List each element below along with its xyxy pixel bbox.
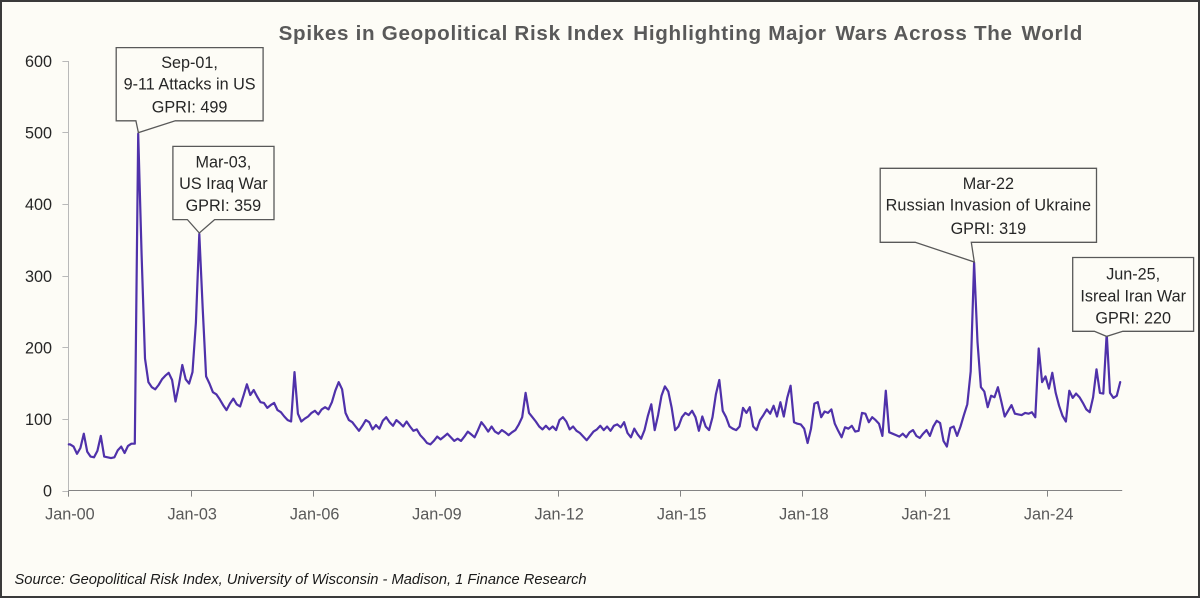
svg-text:US Iraq War: US Iraq War bbox=[179, 175, 268, 193]
svg-text:Spikes in Geopolitical Risk In: Spikes in Geopolitical Risk Index Highli… bbox=[279, 22, 1083, 45]
svg-text:Jan-09: Jan-09 bbox=[412, 506, 462, 524]
svg-text:Jan-21: Jan-21 bbox=[901, 506, 951, 524]
svg-text:Jan-18: Jan-18 bbox=[779, 506, 829, 524]
svg-text:Jan-06: Jan-06 bbox=[290, 506, 340, 524]
svg-text:Russian Invasion of Ukraine: Russian Invasion of Ukraine bbox=[886, 196, 1092, 214]
svg-text:600: 600 bbox=[25, 53, 52, 71]
svg-text:0: 0 bbox=[43, 483, 52, 501]
svg-text:Isreal Iran War: Isreal Iran War bbox=[1080, 288, 1186, 306]
svg-text:GPRI: 499: GPRI: 499 bbox=[152, 99, 228, 117]
svg-text:Sep-01,: Sep-01, bbox=[161, 54, 218, 72]
svg-text:400: 400 bbox=[25, 196, 52, 214]
svg-text:Jan-12: Jan-12 bbox=[534, 506, 584, 524]
svg-text:Mar-03,: Mar-03, bbox=[196, 154, 252, 172]
svg-text:GPRI: 359: GPRI: 359 bbox=[186, 197, 262, 215]
svg-text:GPRI: 319: GPRI: 319 bbox=[951, 220, 1027, 238]
svg-text:GPRI: 220: GPRI: 220 bbox=[1095, 310, 1171, 328]
svg-text:Mar-22: Mar-22 bbox=[963, 175, 1014, 193]
svg-text:500: 500 bbox=[25, 125, 52, 143]
svg-text:300: 300 bbox=[25, 268, 52, 286]
svg-text:Jan-00: Jan-00 bbox=[45, 506, 95, 524]
svg-text:200: 200 bbox=[25, 340, 52, 358]
svg-text:Jan-03: Jan-03 bbox=[167, 506, 217, 524]
svg-text:Jan-24: Jan-24 bbox=[1024, 506, 1074, 524]
svg-text:Jun-25,: Jun-25, bbox=[1106, 265, 1160, 283]
svg-text:9-11 Attacks in US: 9-11 Attacks in US bbox=[124, 75, 256, 93]
svg-text:Jan-15: Jan-15 bbox=[657, 506, 707, 524]
svg-text:100: 100 bbox=[25, 411, 52, 429]
svg-text:Source: Geopolitical Risk Inde: Source: Geopolitical Risk Index, Univers… bbox=[15, 572, 587, 588]
